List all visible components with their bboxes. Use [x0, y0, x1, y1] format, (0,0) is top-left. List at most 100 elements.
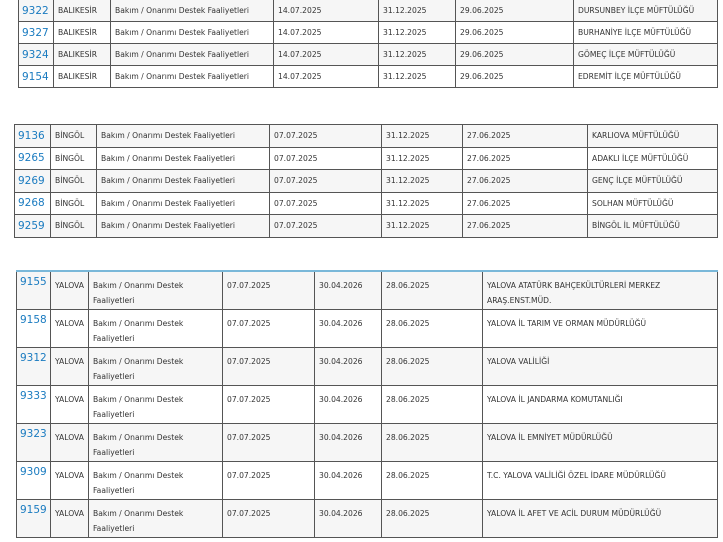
start-cell: 07.07.2025 — [269, 214, 382, 238]
type-cell: Bakım / Onarımı Destek Faaliyetleri — [110, 65, 274, 88]
type-cell: Bakım / Onarımı Destek Faaliyetleri — [88, 384, 223, 424]
institution-cell: SOLHAN MÜFTÜLÜĞÜ — [587, 191, 718, 215]
province-cell: YALOVA — [50, 384, 89, 424]
id-cell: 9309 — [16, 460, 51, 500]
type-cell: Bakım / Onarımı Destek Faaliyetleri — [96, 124, 270, 148]
institution-cell: DURSUNBEY İLÇE MÜFTÜLÜĞÜ — [573, 0, 718, 22]
province-cell: BALIKESİR — [53, 65, 111, 88]
type-cell: Bakım / Onarımı Destek Faaliyetleri — [110, 21, 274, 44]
date-cell: 28.06.2025 — [381, 460, 483, 500]
table-row: 9269 BİNGÖL Bakım / Onarımı Destek Faaliye… — [14, 169, 718, 193]
start-cell: 07.07.2025 — [269, 146, 382, 170]
date-cell: 27.06.2025 — [462, 169, 588, 193]
type-cell: Bakım / Onarımı Destek Faaliyetleri — [88, 422, 223, 462]
id-cell: 9322 — [18, 0, 54, 22]
province-cell: BALIKESİR — [53, 0, 111, 22]
end-cell: 30.04.2026 — [314, 308, 382, 348]
end-cell: 31.12.2025 — [381, 191, 463, 215]
province-cell: BİNGÖL — [50, 191, 97, 215]
province-cell: BİNGÖL — [50, 124, 97, 148]
id-cell: 9136 — [14, 124, 51, 148]
institution-cell: GENÇ İLÇE MÜFTÜLÜĞÜ — [587, 169, 718, 193]
table-row: 9309 YALOVA Bakım / Onarımı Destek Faaliye… — [16, 460, 718, 500]
institution-cell: YALOVA İL TARIM VE ORMAN MÜDÜRLÜĞÜ — [482, 308, 718, 348]
table-row: 9265 BİNGÖL Bakım / Onarımı Destek Faaliye… — [14, 146, 718, 170]
province-cell: BİNGÖL — [50, 169, 97, 193]
start-cell: 14.07.2025 — [273, 65, 379, 88]
start-cell: 07.07.2025 — [222, 460, 315, 500]
type-cell: Bakım / Onarımı Destek Faaliyetleri — [88, 308, 223, 348]
start-cell: 07.07.2025 — [222, 384, 315, 424]
institution-cell: YALOVA İL AFET VE ACİL DURUM MÜDÜRLÜĞÜ — [482, 498, 718, 538]
record-id-link[interactable]: 9322 — [22, 4, 49, 17]
date-cell: 29.06.2025 — [455, 43, 574, 66]
record-id-link[interactable]: 9159 — [20, 503, 47, 516]
id-cell: 9312 — [16, 346, 51, 386]
type-cell: Bakım / Onarımı Destek Faaliyetleri — [110, 0, 274, 22]
start-cell: 14.07.2025 — [273, 43, 379, 66]
type-cell: Bakım / Onarımı Destek Faaliyetleri — [96, 169, 270, 193]
table-row: 9158 YALOVA Bakım / Onarımı Destek Faaliye… — [16, 308, 718, 348]
table-row: 9136 BİNGÖL Bakım / Onarımı Destek Faaliye… — [14, 124, 718, 148]
record-id-link[interactable]: 9327 — [22, 26, 49, 39]
record-id-link[interactable]: 9333 — [20, 389, 47, 402]
table-row: 9155 YALOVA Bakım / Onarımı Destek Faaliye… — [16, 270, 718, 310]
type-cell: Bakım / Onarımı Destek Faaliyetleri — [110, 43, 274, 66]
id-cell: 9327 — [18, 21, 54, 44]
table-row: 9312 YALOVA Bakım / Onarımı Destek Faaliye… — [16, 346, 718, 386]
end-cell: 31.12.2025 — [378, 43, 456, 66]
end-cell: 31.12.2025 — [381, 124, 463, 148]
end-cell: 30.04.2026 — [314, 270, 382, 310]
record-id-link[interactable]: 9154 — [22, 70, 49, 83]
type-cell: Bakım / Onarımı Destek Faaliyetleri — [96, 214, 270, 238]
id-cell: 9323 — [16, 422, 51, 462]
date-cell: 28.06.2025 — [381, 346, 483, 386]
record-id-link[interactable]: 9155 — [20, 276, 47, 288]
record-id-link[interactable]: 9312 — [20, 351, 47, 364]
institution-cell: YALOVA ATATÜRK BAHÇEKÜLTÜRLERİ MERKEZ AR… — [482, 270, 718, 310]
institution-cell: ADAKLI İLÇE MÜFTÜLÜĞÜ — [587, 146, 718, 170]
end-cell: 30.04.2026 — [314, 346, 382, 386]
end-cell: 30.04.2026 — [314, 384, 382, 424]
institution-cell: YALOVA İL JANDARMA KOMUTANLIĞI — [482, 384, 718, 424]
record-id-link[interactable]: 9323 — [20, 427, 47, 440]
record-id-link[interactable]: 9136 — [18, 129, 45, 142]
start-cell: 07.07.2025 — [222, 308, 315, 348]
type-cell: Bakım / Onarımı Destek Faaliyetleri — [88, 498, 223, 538]
type-cell: Bakım / Onarımı Destek Faaliyetleri — [88, 270, 223, 310]
date-cell: 28.06.2025 — [381, 384, 483, 424]
institution-cell: T.C. YALOVA VALİLİĞİ ÖZEL İDARE MÜDÜRLÜĞ… — [482, 460, 718, 500]
date-cell: 27.06.2025 — [462, 124, 588, 148]
date-cell: 28.06.2025 — [381, 270, 483, 310]
province-cell: BİNGÖL — [50, 214, 97, 238]
table-row: 9323 YALOVA Bakım / Onarımı Destek Faaliye… — [16, 422, 718, 462]
start-cell: 07.07.2025 — [222, 270, 315, 310]
date-cell: 27.06.2025 — [462, 146, 588, 170]
end-cell: 31.12.2025 — [381, 169, 463, 193]
province-cell: YALOVA — [50, 460, 89, 500]
start-cell: 14.07.2025 — [273, 21, 379, 44]
start-cell: 07.07.2025 — [222, 422, 315, 462]
end-cell: 31.12.2025 — [378, 65, 456, 88]
province-cell: YALOVA — [50, 422, 89, 462]
id-cell: 9259 — [14, 214, 51, 238]
id-cell: 9155 — [16, 270, 51, 310]
start-cell: 07.07.2025 — [269, 169, 382, 193]
institution-cell: YALOVA İL EMNİYET MÜDÜRLÜĞÜ — [482, 422, 718, 462]
institution-cell: YALOVA VALİLİĞİ — [482, 346, 718, 386]
record-id-link[interactable]: 9265 — [18, 152, 45, 165]
record-id-link[interactable]: 9259 — [18, 219, 45, 232]
table-row: 9333 YALOVA Bakım / Onarımı Destek Faaliye… — [16, 384, 718, 424]
table-row: 9159 YALOVA Bakım / Onarımı Destek Faaliye… — [16, 498, 718, 538]
institution-cell: EDREMİT İLÇE MÜFTÜLÜĞÜ — [573, 65, 718, 88]
end-cell: 30.04.2026 — [314, 422, 382, 462]
record-id-link[interactable]: 9309 — [20, 465, 47, 478]
record-id-link[interactable]: 9269 — [18, 174, 45, 187]
id-cell: 9268 — [14, 191, 51, 215]
province-cell: YALOVA — [50, 498, 89, 538]
start-cell: 14.07.2025 — [273, 0, 379, 22]
record-id-link[interactable]: 9324 — [22, 48, 49, 61]
record-id-link[interactable]: 9268 — [18, 197, 45, 210]
table-row: 9322 BALIKESİR Bakım / Onarımı Destek Faal… — [18, 0, 718, 22]
record-id-link[interactable]: 9158 — [20, 313, 47, 326]
